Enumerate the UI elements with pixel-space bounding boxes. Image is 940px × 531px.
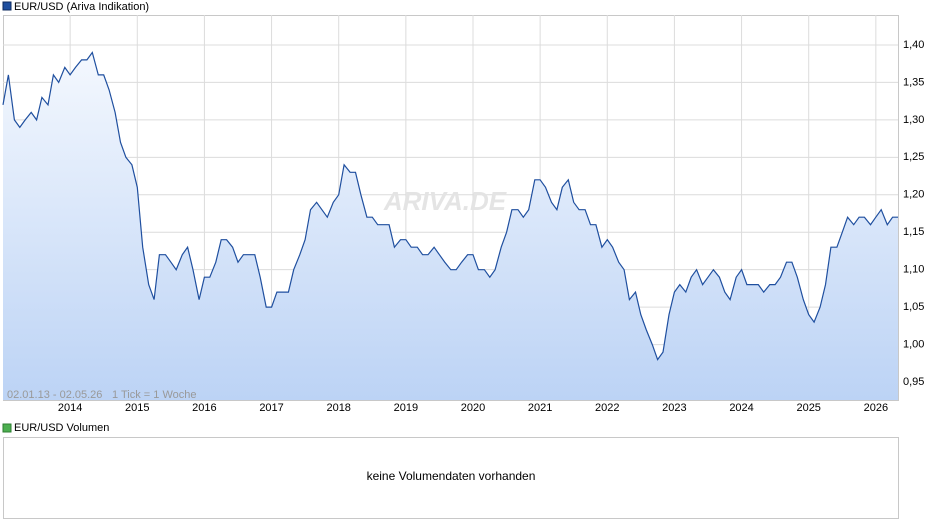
y-tick-label: 1,40 — [903, 39, 924, 51]
y-tick-label: 1,05 — [903, 301, 924, 313]
watermark: ARIVA.DE — [383, 186, 507, 216]
period-label: 02.01.13 - 02.05.26 — [7, 389, 102, 401]
x-tick-label: 2017 — [259, 402, 283, 414]
x-tick-label: 2014 — [58, 402, 82, 414]
legend-label: EUR/USD Volumen — [14, 422, 109, 434]
x-tick-label: 2025 — [796, 402, 820, 414]
x-tick-label: 2024 — [729, 402, 753, 414]
x-tick-label: 2020 — [461, 402, 485, 414]
y-tick-label: 0,95 — [903, 376, 924, 388]
price-line — [2, 51, 898, 361]
y-tick-label: 1,25 — [903, 151, 924, 163]
y-tick-label: 1,10 — [903, 264, 924, 276]
area-fill — [3, 52, 898, 400]
x-tick-label: 2015 — [125, 402, 149, 414]
legend-swatch — [2, 1, 12, 11]
x-tick-label: 2016 — [192, 402, 216, 414]
y-tick-label: 1,30 — [903, 114, 924, 126]
x-tick-label: 2023 — [662, 402, 686, 414]
x-tick-label: 2021 — [528, 402, 552, 414]
volume-frame — [3, 437, 899, 519]
legend-label: EUR/USD (Ariva Indikation) — [14, 1, 149, 13]
tick-note: 1 Tick = 1 Woche — [112, 389, 196, 401]
y-tick-label: 1,35 — [903, 76, 924, 88]
y-tick-label: 1,20 — [903, 189, 924, 201]
y-tick-label: 1,15 — [903, 226, 924, 238]
legend-swatch — [2, 423, 12, 433]
x-tick-label: 2019 — [394, 402, 418, 414]
x-tick-label: 2022 — [595, 402, 619, 414]
y-tick-label: 1,00 — [903, 338, 924, 350]
volume-message: keine Volumendaten vorhanden — [367, 469, 536, 483]
x-tick-label: 2026 — [864, 402, 888, 414]
x-tick-label: 2018 — [326, 402, 350, 414]
